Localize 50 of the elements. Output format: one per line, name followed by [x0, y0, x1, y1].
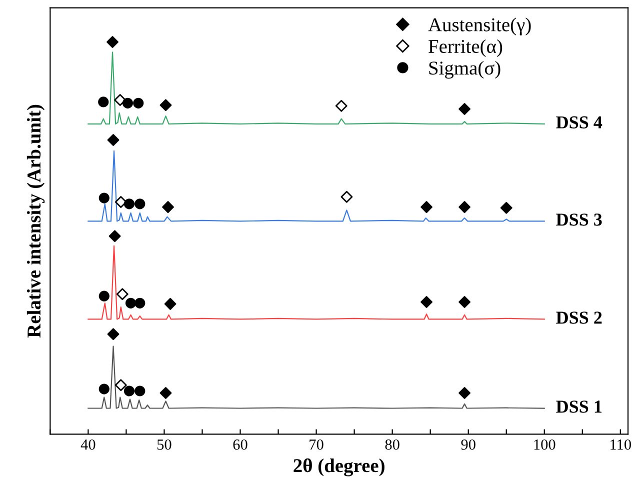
x-tick-label: 50 [157, 439, 172, 450]
x-tick-label: 40 [80, 439, 96, 450]
point [134, 198, 146, 210]
x-tick-label: 80 [385, 439, 400, 450]
x-tick-label: 100 [534, 439, 556, 450]
y-axis-title: Relative intensity (Arb.unit) [26, 104, 45, 338]
point [458, 201, 471, 214]
series-label: DSS 3 [556, 214, 602, 226]
point [116, 288, 128, 300]
point [335, 100, 348, 112]
point [500, 202, 512, 214]
point [125, 298, 136, 308]
point [106, 36, 118, 48]
point [114, 94, 126, 106]
point [124, 386, 135, 396]
x-tick-label: 60 [233, 439, 248, 450]
point [134, 298, 146, 308]
point [107, 328, 120, 340]
point [114, 196, 127, 208]
point [108, 230, 121, 242]
point [114, 379, 127, 392]
point [124, 198, 135, 210]
point [164, 298, 176, 310]
point [122, 98, 134, 108]
point [420, 296, 432, 308]
x-tick-label: 70 [310, 439, 324, 450]
point [133, 98, 144, 108]
x-tick-label: 90 [461, 439, 476, 450]
point [160, 99, 172, 112]
point [107, 134, 120, 146]
point [420, 201, 432, 214]
point [98, 192, 110, 204]
point [458, 296, 471, 308]
legend-label: Austensite(γ) [428, 18, 531, 36]
point [162, 201, 174, 214]
point [134, 386, 146, 396]
point [458, 386, 471, 399]
series-label: DSS 1 [556, 400, 602, 413]
x-axis-title: 2θ (degree) [294, 458, 384, 476]
point [160, 386, 172, 399]
series-label: DSS 4 [556, 116, 602, 128]
point [98, 96, 109, 108]
point [458, 103, 471, 115]
point [98, 384, 110, 394]
legend-label: Ferrite(α) [428, 39, 502, 57]
x-tick-label: 110 [610, 439, 631, 450]
point [98, 290, 110, 302]
point [340, 190, 353, 203]
series-label: DSS 2 [556, 312, 602, 324]
legend-label: Sigma(σ) [429, 60, 500, 79]
